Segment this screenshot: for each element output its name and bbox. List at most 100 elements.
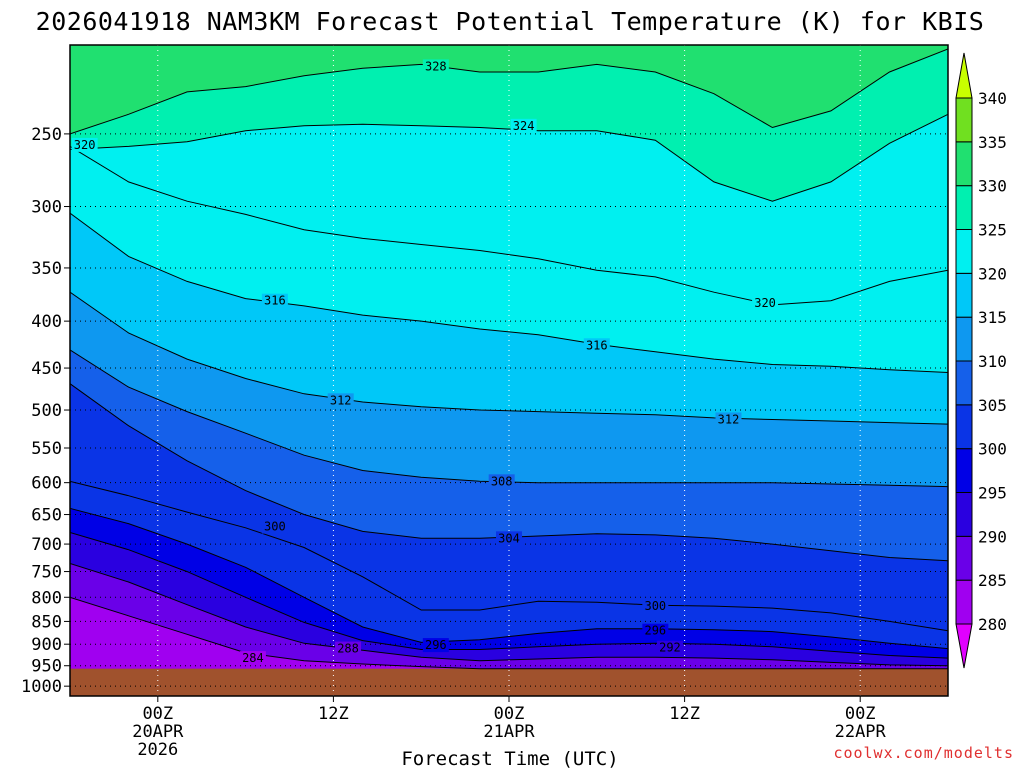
contour-label-text: 320 (74, 138, 96, 152)
contour-label-bg (656, 640, 683, 655)
contour-label-316: 316 (583, 338, 610, 353)
x-tick-label: 12Z (669, 704, 700, 724)
colorbar-segment-285 (955, 535, 973, 581)
colorbar-tick-310: 310 (978, 352, 1007, 371)
contour-label-328: 328 (422, 59, 449, 74)
y-tick-label-600: 600 (31, 474, 62, 494)
colorbar-tick-305: 305 (978, 396, 1007, 415)
contour-label-300: 300 (261, 519, 288, 534)
contour-label-text: 292 (659, 641, 681, 655)
y-tick-label-650: 650 (31, 506, 62, 526)
colorbar-segment-315 (955, 272, 973, 318)
contour-label-bg (496, 531, 522, 546)
colorbar-segment-320 (955, 229, 973, 274)
contour-label-bg (422, 638, 449, 653)
contour-label-text: 296 (644, 624, 666, 638)
contour-324 (70, 113, 948, 202)
x-tick-date: 22APR (835, 722, 887, 742)
contour-label-324: 324 (510, 118, 537, 133)
contour-320 (70, 145, 948, 306)
contour-label-bg (752, 295, 779, 310)
contour-label-288: 288 (335, 641, 362, 656)
colorbar-tick-320: 320 (978, 264, 1007, 283)
gridlines (70, 45, 948, 696)
contour-292 (70, 532, 948, 659)
contour-label-312: 312 (715, 412, 742, 427)
colorbar-tick-300: 300 (978, 440, 1007, 459)
y-tick-label-850: 850 (31, 612, 62, 632)
y-tick-label-550: 550 (31, 439, 62, 459)
contour-label-284: 284 (239, 651, 266, 666)
contour-label-bg (715, 412, 742, 427)
colorbar-segment-305 (955, 360, 973, 406)
y-tick-label-750: 750 (31, 563, 62, 583)
x-tick-year: 2026 (137, 740, 178, 760)
contour-284 (70, 596, 948, 670)
contour-label-bg (327, 393, 354, 408)
below-ground-layer (70, 668, 948, 696)
colorbar-tick-280: 280 (978, 615, 1007, 634)
contour-label-text: 284 (242, 651, 264, 665)
contour-label-text: 296 (425, 638, 447, 652)
contour-label-bg (642, 599, 669, 614)
theta-fill-layer (70, 45, 948, 696)
colorbar-cap-high (955, 52, 973, 99)
contour-296 (70, 507, 948, 650)
x-tick-label: 12Z (318, 704, 349, 724)
x-axis-label: Forecast Time (UTC) (401, 748, 618, 768)
colorbar-segment-335 (955, 97, 973, 143)
contour-label-bg (488, 474, 515, 489)
colorbar-tick-330: 330 (978, 177, 1007, 196)
y-tick-label-250: 250 (31, 125, 62, 145)
contour-label-300: 300 (642, 599, 669, 614)
y-tick-label-700: 700 (31, 535, 62, 555)
x-tick-label: 00Z (142, 704, 173, 724)
contour-288 (70, 563, 948, 667)
colorbar-segment-295 (955, 448, 973, 493)
colorbar: 280 285 290 295 300 305 310 315 320 325 330 335 340 (955, 52, 1007, 669)
y-axis: 250 300 350 400 450 500 550 600 650 700 750 800 850 9… (21, 125, 70, 697)
contour-label-292: 292 (656, 640, 683, 655)
contour-label-320: 320 (71, 137, 98, 152)
colorbar-segment-325 (955, 185, 973, 231)
colorbar-segment-280 (955, 579, 973, 625)
contour-label-text: 312 (330, 393, 352, 407)
plot-area: 328 324 320 320 316 316 312 312 308 304 300 300 296 2… (70, 45, 948, 696)
credit-link[interactable]: coolwx.com/modelts (833, 744, 1014, 762)
contour-label-text: 328 (425, 59, 447, 73)
y-tick-label-1000: 1000 (21, 677, 62, 697)
contour-label-bg (261, 293, 288, 308)
contour-label-312: 312 (327, 393, 354, 408)
contour-328 (70, 48, 948, 135)
contour-label-text: 316 (264, 294, 286, 308)
contour-label-bg (335, 641, 362, 656)
colorbar-tick-315: 315 (978, 308, 1007, 327)
contour-label-308: 308 (488, 474, 515, 489)
x-tick-date: 21APR (483, 722, 535, 742)
y-tick-label-350: 350 (31, 259, 62, 279)
y-tick-label-300: 300 (31, 198, 62, 218)
contour-label-text: 316 (586, 338, 608, 352)
contour-label-text: 300 (644, 599, 666, 613)
contour-label-bg (510, 118, 537, 133)
y-tick-label-500: 500 (31, 401, 62, 421)
colorbar-cap-low (955, 623, 973, 669)
colorbar-segment-290 (955, 492, 973, 537)
colorbar-segment-300 (955, 404, 973, 450)
contour-label-text: 324 (513, 119, 535, 133)
y-tick-label-950: 950 (31, 657, 62, 677)
y-tick-label-450: 450 (31, 359, 62, 379)
colorbar-segment-330 (955, 141, 973, 187)
colorbar-tick-295: 295 (978, 484, 1007, 503)
contour-label-296: 296 (422, 638, 449, 653)
contour-label-text: 288 (337, 642, 359, 656)
y-tick-label-800: 800 (31, 588, 62, 608)
contour-labels: 328 324 320 320 316 316 312 312 308 304 300 300 296 2… (71, 59, 779, 666)
colorbar-tick-290: 290 (978, 527, 1007, 546)
below-ground-area (70, 668, 948, 696)
contour-label-text: 304 (498, 531, 520, 545)
contour-300 (70, 480, 948, 632)
contour-label-text: 320 (754, 296, 776, 310)
contour-label-bg (422, 59, 449, 74)
